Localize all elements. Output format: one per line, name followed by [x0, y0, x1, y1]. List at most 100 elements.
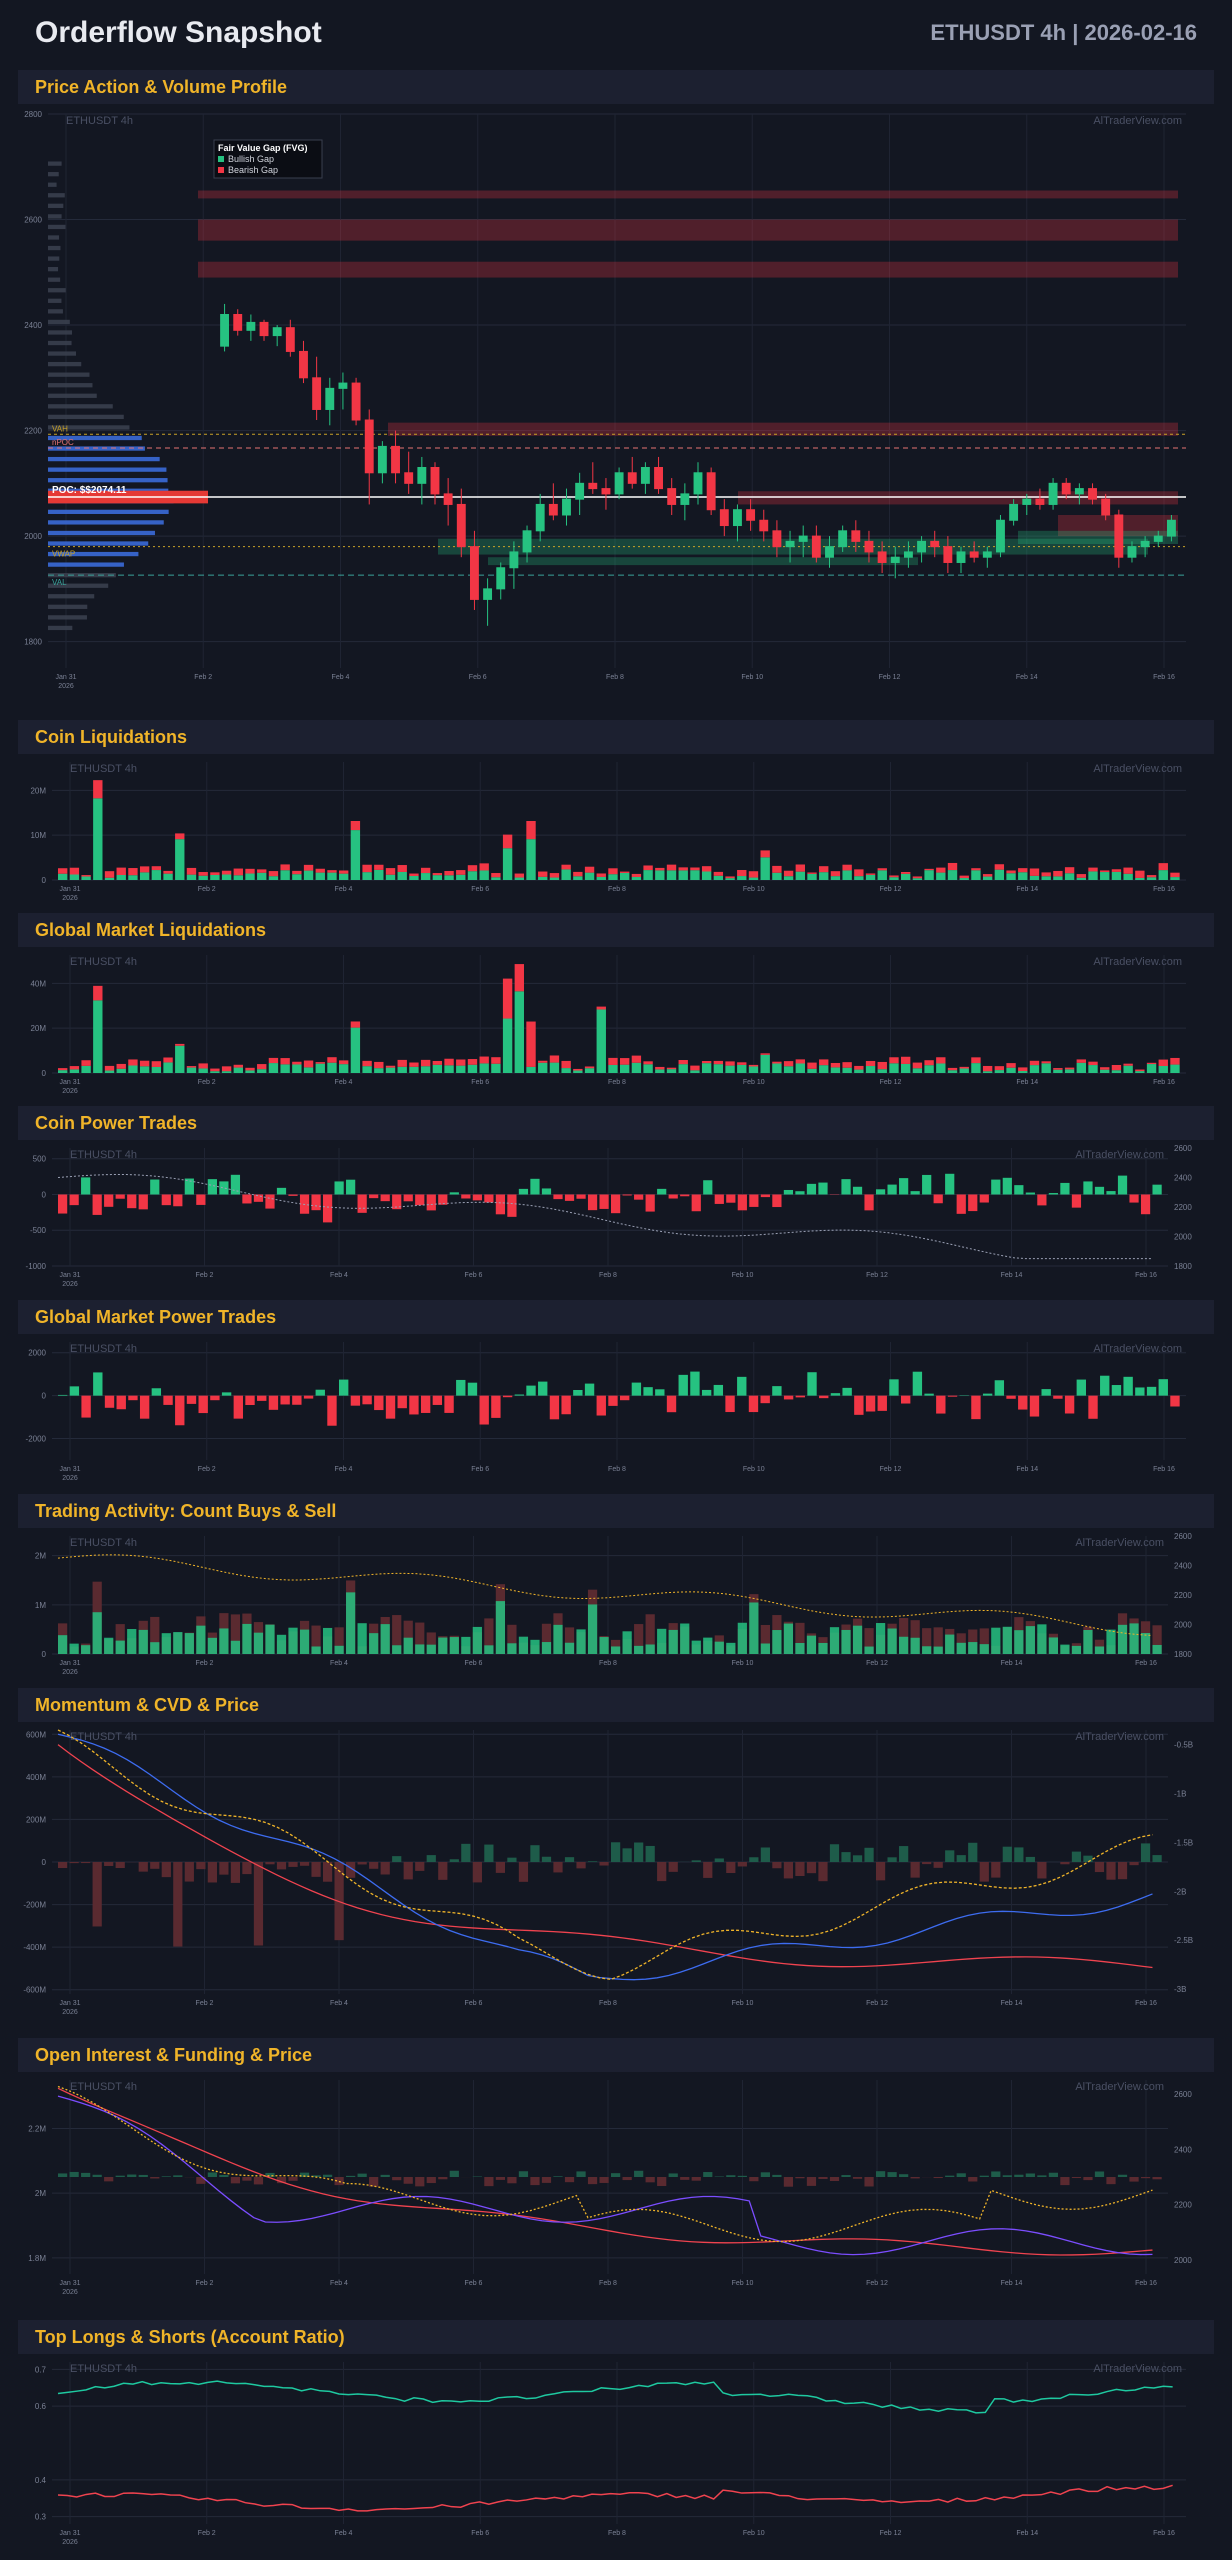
long-liq-bar: [795, 1063, 805, 1073]
profile-bar: [48, 456, 160, 462]
candle-body: [1166, 519, 1176, 537]
y-tick-label: 1800: [24, 638, 42, 647]
short-liq-bar: [865, 1060, 876, 1067]
long-liq-bar: [912, 878, 923, 880]
momentum-bar: [852, 1855, 863, 1862]
short-liq-bar: [912, 1062, 923, 1069]
x-tick-label: Feb 8: [608, 1079, 626, 1086]
power-trade-bar: [865, 1395, 876, 1412]
x-tick-label: Feb 12: [879, 674, 901, 681]
trading-activity-chart[interactable]: 0 1M 2M 1800 2000 2200 2400 2600 Jan 31 Feb 2 Feb …: [18, 1530, 1214, 1676]
x-tick-label: Feb 14: [1001, 2280, 1023, 2287]
long-liq-bar: [233, 1067, 243, 1073]
power-trade-bar: [245, 1395, 255, 1405]
power-trade-bar: [127, 1194, 137, 1209]
momentum-bar: [184, 1862, 194, 1882]
momentum-bar: [1025, 1856, 1035, 1862]
buy-count-bar: [1129, 1623, 1139, 1654]
short-liq-bar: [1170, 1057, 1180, 1065]
power-trade-bar: [945, 1173, 955, 1195]
short-liq-bar: [807, 872, 817, 874]
long-liq-bar: [303, 870, 314, 880]
buy-count-bar: [276, 1634, 287, 1654]
funding-bar: [530, 2177, 540, 2186]
price-line: [57, 1173, 1153, 1260]
profile-bar: [48, 172, 59, 177]
short-liq-bar: [701, 866, 712, 872]
x-tick-label: Feb 14: [1016, 1079, 1038, 1086]
momentum-bar: [311, 1862, 321, 1877]
momentum-chart[interactable]: -600M -400M -200M 0 200M 400M 600M -3B -2.5B -2B -…: [18, 1724, 1214, 2024]
power-trade-bar: [854, 1395, 864, 1415]
power-trade-bar: [1018, 1395, 1028, 1410]
x-tick-label: Feb 14: [1016, 886, 1038, 893]
buy-count-bar: [1037, 1624, 1047, 1654]
funding-bar: [1083, 2177, 1093, 2181]
short-liq-bar: [901, 1056, 911, 1064]
short-liq-bar: [901, 871, 911, 874]
x-tick-label: Feb 10: [732, 2000, 754, 2007]
coin-liquidations-chart[interactable]: 0 10M 20M Jan 31 Feb 2 Feb 4 Feb 6 Feb 8 Feb 10 F…: [18, 756, 1214, 902]
momentum-bar: [403, 1862, 413, 1880]
x-year-label: 2026: [62, 2289, 78, 2296]
fvg-zone: [388, 422, 1178, 436]
long-liq-bar: [807, 873, 817, 880]
buy-count-bar: [380, 1624, 390, 1654]
global-power-trades-chart[interactable]: -2000 0 2000 Jan 31 Feb 2 Feb 4 Feb 6 Feb 8 Feb …: [18, 1336, 1214, 1482]
candle-body: [285, 327, 295, 352]
x-tick-label: Feb 2: [196, 2000, 214, 2007]
funding-bar: [576, 2171, 586, 2177]
open-interest-chart[interactable]: 1.8M 2M 2.2M 2000 2200 2400 2600 Jan 31 Feb 2 Feb…: [18, 2074, 1214, 2310]
sell-count-bar: [968, 1629, 978, 1654]
momentum-bar: [461, 1843, 471, 1862]
funding-bar: [875, 2171, 886, 2177]
momentum-bar: [426, 1855, 436, 1862]
power-trade-bar: [701, 1389, 712, 1396]
power-trade-bar: [576, 1194, 586, 1199]
y2-tick-label: 2000: [1174, 1233, 1192, 1242]
momentum-bar: [887, 1857, 897, 1862]
buy-count-bar: [922, 1646, 932, 1654]
shorts-line: [57, 2484, 1173, 2512]
x-tick-label: Feb 8: [608, 2530, 626, 2537]
long-liq-bar: [819, 872, 829, 880]
candle-body: [1127, 546, 1137, 558]
long-liq-bar: [1158, 1065, 1168, 1073]
long-liq-bar: [620, 872, 630, 880]
coin-power-trades-chart[interactable]: -1000 -500 0 500 1800 2000 2200 2400 2600 Jan 31 F…: [18, 1142, 1214, 1288]
site-watermark: AlTraderView.com: [1075, 1149, 1164, 1161]
power-trade-bar: [795, 1395, 805, 1398]
buy-count-bar: [173, 1632, 183, 1654]
power-trade-bar: [899, 1178, 909, 1195]
longs-shorts-chart[interactable]: 0.3 0.4 0.6 0.7 Jan 31 Feb 2 Feb 4 Feb 6 Feb 8 Fe…: [18, 2356, 1214, 2556]
momentum-bar: [956, 1855, 966, 1862]
buy-count-bar: [783, 1623, 794, 1654]
power-trade-bar: [655, 1389, 665, 1396]
power-trade-bar: [1002, 1177, 1012, 1195]
power-trade-bar: [1006, 1395, 1016, 1399]
long-liq-bar: [725, 878, 735, 880]
power-trade-bar: [864, 1194, 874, 1211]
long-liq-bar: [620, 1064, 630, 1073]
short-liq-bar: [1123, 1063, 1133, 1066]
long-liq-bar: [690, 870, 700, 880]
power-trade-bar: [502, 1395, 513, 1398]
power-trade-bar: [1094, 1186, 1105, 1195]
short-liq-bar: [947, 862, 958, 871]
price-chart[interactable]: 1800 2000 2200 2400 2600 2800 Jan 31 Feb 2 Feb 4…: [18, 108, 1214, 708]
funding-bar: [507, 2177, 517, 2184]
short-liq-bar: [1006, 1063, 1016, 1068]
x-tick-label: Jan 31: [59, 1466, 80, 1473]
power-trade-bar: [620, 1395, 630, 1401]
momentum-bar: [1071, 1851, 1082, 1862]
power-trade-bar: [936, 1395, 946, 1414]
long-liq-bar: [877, 870, 887, 880]
buy-count-bar: [242, 1623, 252, 1654]
sell-count-bar: [979, 1628, 989, 1654]
long-liq-bar: [69, 1069, 80, 1073]
short-liq-bar: [842, 864, 852, 871]
power-trade-bar: [116, 1395, 126, 1410]
power-trade-bar: [432, 1395, 443, 1405]
short-liq-bar: [257, 869, 267, 873]
